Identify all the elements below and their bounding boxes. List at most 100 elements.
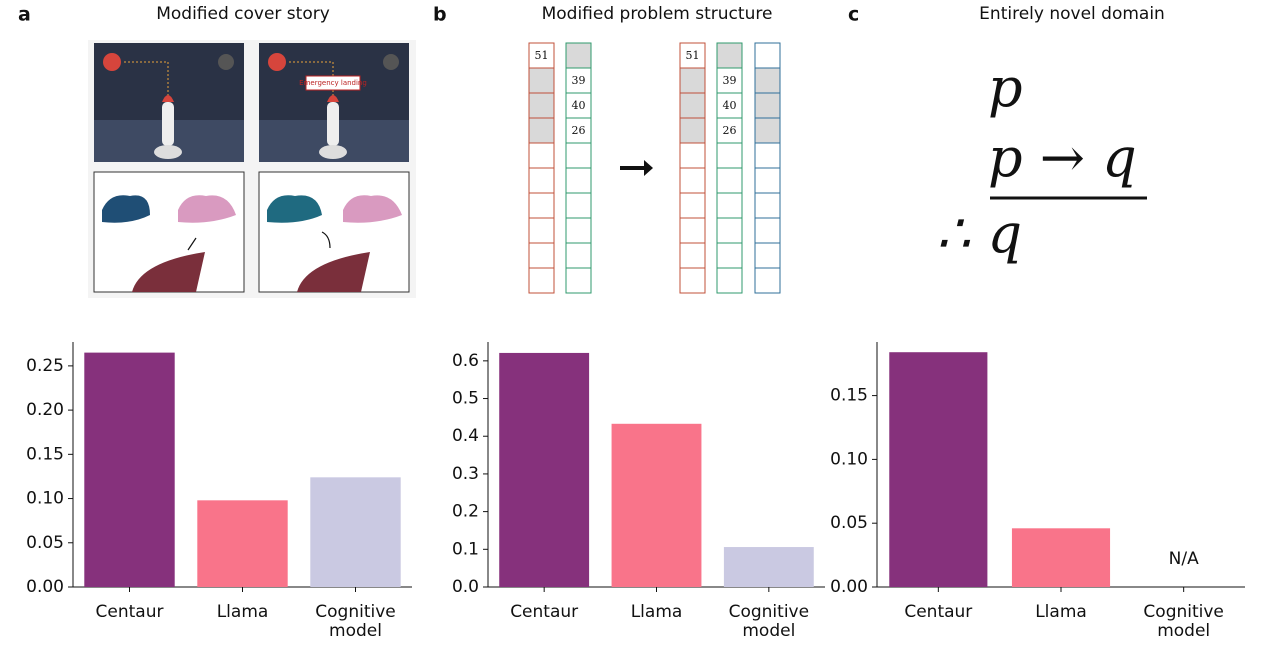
y-tick-label: 0.3 xyxy=(452,464,479,484)
cell-number: 51 xyxy=(535,49,549,62)
grid-cell xyxy=(528,267,555,294)
bar xyxy=(1011,528,1111,587)
grid-cell xyxy=(716,92,743,119)
y-tick-label: 0.1 xyxy=(452,539,479,559)
x-tick-label: Cognitive model xyxy=(1143,602,1223,641)
x-tick-label: Llama xyxy=(217,602,269,622)
panel-title: Modified problem structure xyxy=(542,4,773,24)
x-tick-label: Centaur xyxy=(510,602,578,622)
x-tick-label: Cognitive model xyxy=(729,602,809,641)
cell-number: 39 xyxy=(723,74,737,87)
grid-cell xyxy=(565,217,592,244)
grid-cell xyxy=(716,267,743,294)
bar xyxy=(723,547,814,587)
panel-label: a xyxy=(18,4,31,26)
grid-cell xyxy=(679,117,706,144)
grid-cell xyxy=(565,167,592,194)
grid-cell xyxy=(565,242,592,269)
grid-cell xyxy=(754,67,781,94)
panel-label: c xyxy=(848,4,859,26)
grid-cell xyxy=(528,167,555,194)
grid-cell xyxy=(528,117,555,144)
grid-cell xyxy=(754,267,781,294)
x-tick-label: Llama xyxy=(1035,602,1087,622)
grid-cell xyxy=(528,92,555,119)
grid-cell xyxy=(528,42,555,69)
y-tick-label: 0.20 xyxy=(26,400,64,420)
cell-number: 39 xyxy=(572,74,586,87)
panel-title: Entirely novel domain xyxy=(979,4,1165,24)
cell-number: 40 xyxy=(572,99,586,112)
cell-number: 26 xyxy=(723,124,737,137)
grid-cell xyxy=(716,142,743,169)
grid-cell xyxy=(565,42,592,69)
grid-cell xyxy=(716,67,743,94)
grid-cell xyxy=(679,242,706,269)
y-tick-label: 0.4 xyxy=(452,426,479,446)
grid-cell xyxy=(716,192,743,219)
grid-cell xyxy=(565,117,592,144)
value-label: N/A xyxy=(1169,549,1199,569)
grid-cell xyxy=(754,167,781,194)
grid-cell xyxy=(528,217,555,244)
grid-cell xyxy=(716,217,743,244)
grid-cell xyxy=(679,42,706,69)
conclusion: ∴ q xyxy=(936,202,1022,265)
y-tick-label: 0.10 xyxy=(830,449,868,469)
grid-cell xyxy=(565,92,592,119)
y-tick-label: 0.15 xyxy=(830,386,868,406)
x-tick-label: Cognitive model xyxy=(315,602,395,641)
cover-story-illustration: Emergency landing xyxy=(88,40,416,298)
panel-label: b xyxy=(433,4,447,26)
bar xyxy=(499,352,590,587)
y-tick-label: 0.2 xyxy=(452,502,479,522)
grid-cell xyxy=(679,217,706,244)
grid-cell xyxy=(528,192,555,219)
y-tick-label: 0.0 xyxy=(452,577,479,597)
bar xyxy=(197,500,288,587)
callout-text: Emergency landing xyxy=(299,79,367,87)
grid-cell xyxy=(716,167,743,194)
grid-cell xyxy=(679,267,706,294)
grid-cell xyxy=(754,217,781,244)
grid-cell xyxy=(754,242,781,269)
y-tick-label: 0.05 xyxy=(26,533,64,553)
grid-cell xyxy=(679,92,706,119)
logic-illustration: p p → q ∴ q xyxy=(936,56,1147,265)
x-tick-label: Centaur xyxy=(96,602,164,622)
bar xyxy=(310,477,401,587)
cell-number: 26 xyxy=(572,124,586,137)
y-tick-label: 0.00 xyxy=(26,577,64,597)
problem-structure-illustration: 51 39 40 26 51 39 40 26 xyxy=(528,42,781,294)
y-tick-label: 0.5 xyxy=(452,389,479,409)
grid-cell xyxy=(528,67,555,94)
cell-number: 51 xyxy=(686,49,700,62)
bar xyxy=(889,352,988,587)
cell-number: 40 xyxy=(723,99,737,112)
grid-cell xyxy=(679,167,706,194)
grid-cell xyxy=(528,142,555,169)
grid-cell xyxy=(716,242,743,269)
y-tick-label: 0.25 xyxy=(26,356,64,376)
panel-title: Modified cover story xyxy=(156,4,330,24)
y-tick-label: 0.15 xyxy=(26,444,64,464)
grid-cell xyxy=(716,42,743,69)
premise: p xyxy=(988,56,1023,119)
y-tick-label: 0.00 xyxy=(830,577,868,597)
x-tick-label: Centaur xyxy=(904,602,972,622)
y-tick-label: 0.05 xyxy=(830,513,868,533)
grid-cell xyxy=(565,67,592,94)
grid-cell xyxy=(754,117,781,144)
grid-cell xyxy=(679,67,706,94)
grid-cell xyxy=(528,242,555,269)
grid-cell xyxy=(754,92,781,119)
premise: p → q xyxy=(988,126,1137,189)
grid-cell xyxy=(679,142,706,169)
y-tick-label: 0.10 xyxy=(26,489,64,509)
grid-cell xyxy=(565,192,592,219)
bar xyxy=(84,352,175,587)
grid-cell xyxy=(754,142,781,169)
grid-cell xyxy=(565,142,592,169)
grid-cell xyxy=(679,192,706,219)
